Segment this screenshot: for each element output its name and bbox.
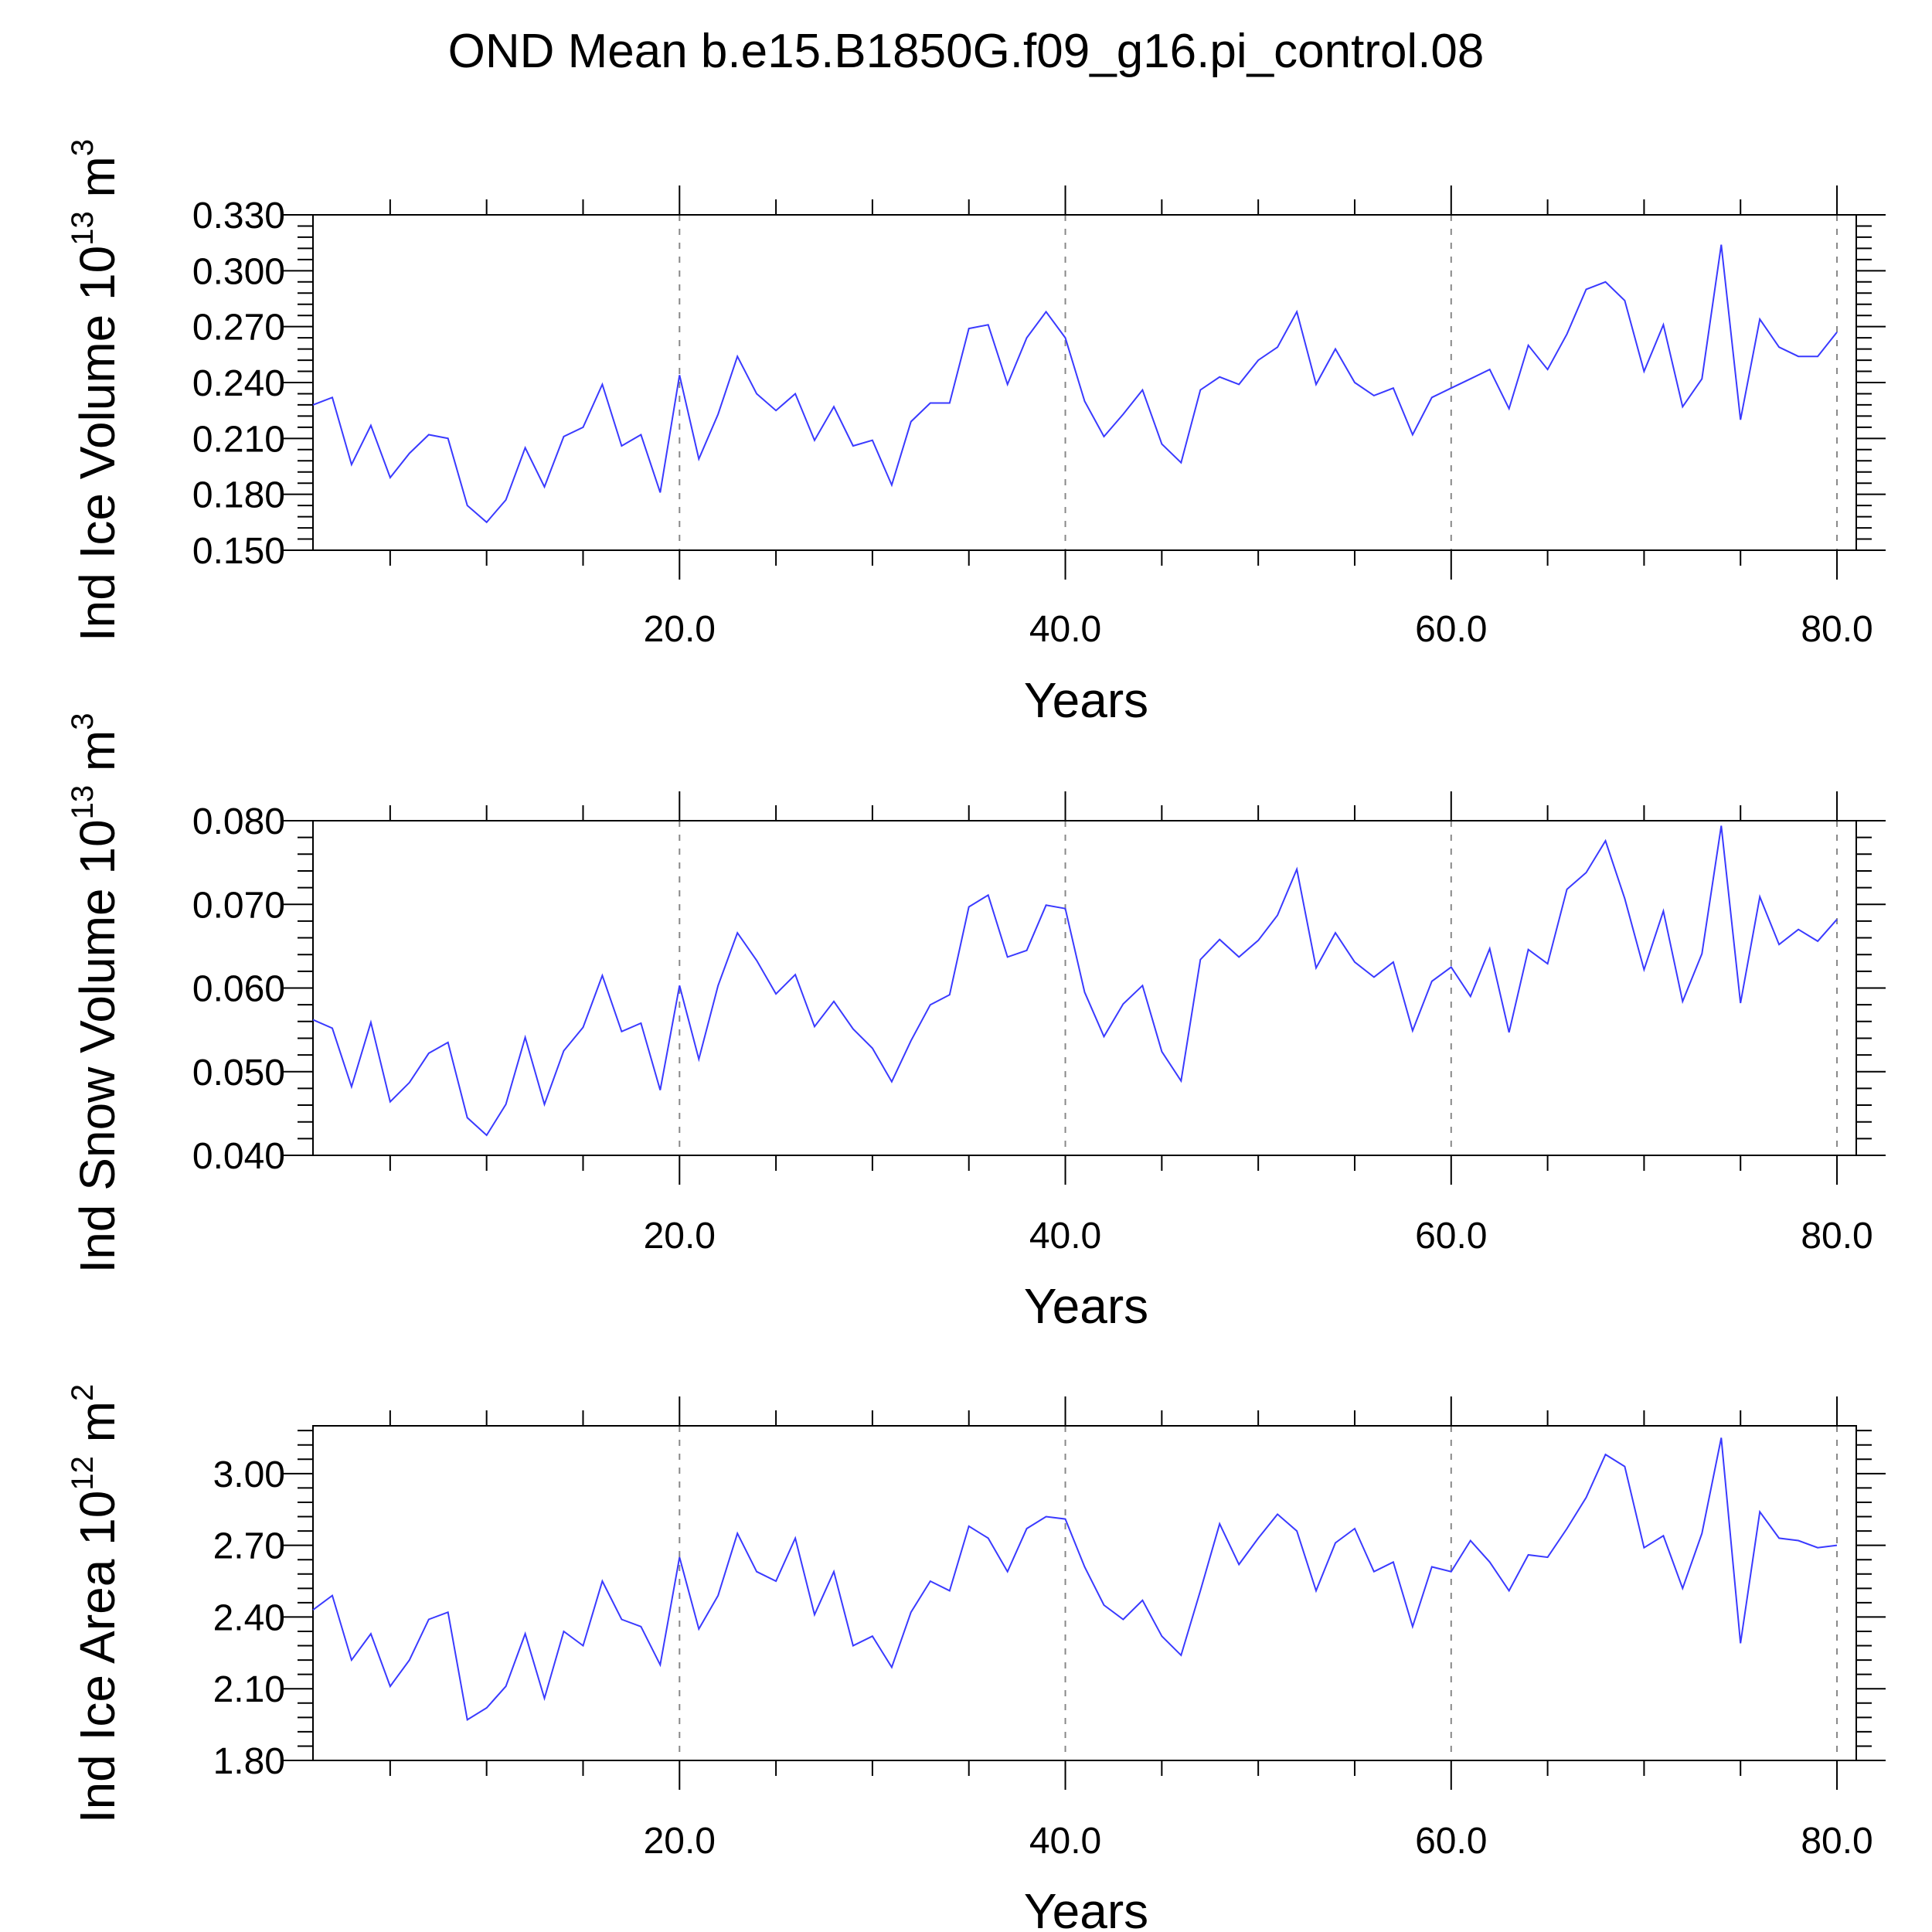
x-tick-label: 60.0 bbox=[1415, 1216, 1487, 1257]
y-tick-label: 0.070 bbox=[192, 885, 285, 926]
chart-title: OND Mean b.e15.B1850G.f09_g16.pi_control… bbox=[448, 25, 1485, 78]
y-tick-label: 0.050 bbox=[192, 1053, 285, 1094]
series-line-ice-volume bbox=[312, 244, 1838, 524]
x-axis-label: Years bbox=[1024, 1278, 1148, 1334]
y-axis-label-exponent: 12 bbox=[66, 1456, 100, 1491]
x-tick-label: 20.0 bbox=[644, 609, 716, 650]
y-tick-label: 0.180 bbox=[192, 475, 285, 516]
y-axis-label-exponent: 13 bbox=[66, 785, 100, 820]
x-tick-label: 60.0 bbox=[1415, 609, 1487, 650]
x-tick-label: 80.0 bbox=[1801, 1216, 1872, 1257]
y-tick-label: 2.70 bbox=[213, 1526, 285, 1567]
x-tick-label: 40.0 bbox=[1029, 1821, 1101, 1862]
y-tick-label: 0.210 bbox=[192, 419, 285, 460]
series-line-snow-volume bbox=[312, 825, 1838, 1137]
panel-ice-area: 20.0 40.0 60.0 80.0 1.80 2.10 2.40 2.70 3.00 Year… bbox=[66, 1384, 1886, 1932]
y-axis-label-unit: m bbox=[70, 1401, 125, 1456]
y-axis-label-unit: m bbox=[70, 156, 125, 211]
y-axis-label-unit: m bbox=[70, 730, 125, 785]
y-tick-label: 0.270 bbox=[192, 308, 285, 349]
y-axis-label-main: Ind Ice Volume 10 bbox=[70, 246, 125, 641]
y-tick-label: 0.330 bbox=[192, 196, 285, 236]
x-axis-label: Years bbox=[1024, 1883, 1148, 1932]
y-axis-label: Ind Snow Volume 1013 m3 bbox=[66, 713, 125, 1274]
x-tick-label: 80.0 bbox=[1801, 1821, 1872, 1862]
y-axis-label-main: Ind Snow Volume 10 bbox=[70, 819, 125, 1273]
x-tick-label: 20.0 bbox=[644, 1216, 716, 1257]
plot-frame bbox=[312, 214, 1857, 551]
y-axis-label-exponent: 13 bbox=[66, 211, 100, 246]
y-tick-label: 0.080 bbox=[192, 801, 285, 842]
panel-ice-volume: 20.0 40.0 60.0 80.0 0.150 0.180 0.210 0.240 0.27… bbox=[66, 139, 1886, 728]
y-tick-label: 0.300 bbox=[192, 251, 285, 292]
x-tick-label: 80.0 bbox=[1801, 609, 1872, 650]
plot-frame bbox=[312, 1425, 1857, 1761]
y-tick-label: 0.060 bbox=[192, 969, 285, 1010]
y-tick-label: 1.80 bbox=[213, 1741, 285, 1782]
y-axis-label: Ind Ice Volume 1013 m3 bbox=[66, 139, 125, 641]
x-tick-label: 40.0 bbox=[1029, 1216, 1101, 1257]
y-axis-label-unit-exponent: 2 bbox=[66, 1384, 100, 1401]
y-tick-label: 2.10 bbox=[213, 1669, 285, 1710]
y-axis-label-main: Ind Ice Area 10 bbox=[70, 1491, 125, 1824]
y-tick-label: 0.150 bbox=[192, 531, 285, 572]
y-tick-label: 3.00 bbox=[213, 1454, 285, 1495]
y-tick-label: 2.40 bbox=[213, 1597, 285, 1638]
x-tick-label: 60.0 bbox=[1415, 1821, 1487, 1862]
y-tick-label: 0.040 bbox=[192, 1136, 285, 1177]
panel-snow-volume: 20.0 40.0 60.0 80.0 0.040 0.050 0.060 0.070 0.08… bbox=[66, 713, 1886, 1334]
x-tick-label: 40.0 bbox=[1029, 609, 1101, 650]
y-axis-label-unit-exponent: 3 bbox=[66, 139, 100, 156]
series-line-ice-area bbox=[312, 1437, 1838, 1722]
y-axis-label-unit-exponent: 3 bbox=[66, 713, 100, 730]
y-tick-label: 0.240 bbox=[192, 363, 285, 404]
x-axis-label: Years bbox=[1024, 672, 1148, 728]
y-axis-label: Ind Ice Area 1012 m2 bbox=[66, 1384, 125, 1823]
panels: 20.0 40.0 60.0 80.0 0.150 0.180 0.210 0.240 0.27… bbox=[66, 139, 1886, 1932]
x-tick-label: 20.0 bbox=[644, 1821, 716, 1862]
